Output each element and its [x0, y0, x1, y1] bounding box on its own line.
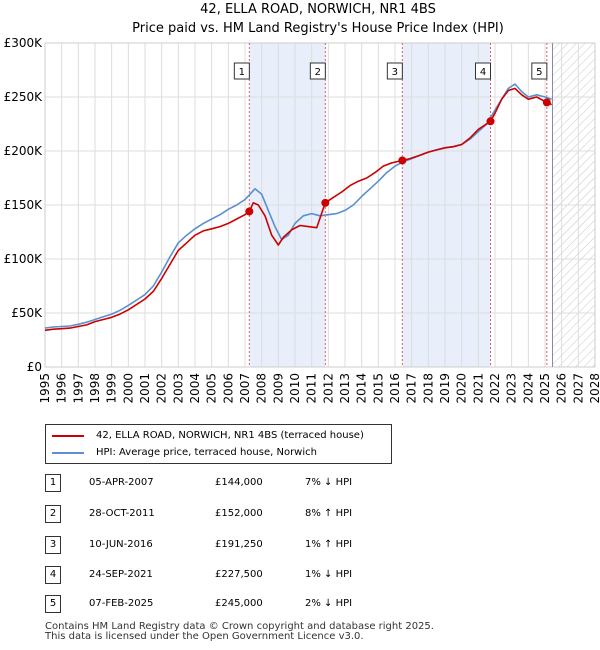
transaction-label: 4	[480, 67, 486, 78]
x-tick-label: 1996	[55, 373, 69, 404]
transaction-number: 5	[45, 595, 61, 613]
x-tick-label: 2000	[121, 373, 135, 404]
x-tick-label: 2018	[421, 373, 435, 404]
transaction-point	[245, 207, 254, 216]
x-tick-label: 1999	[105, 373, 119, 404]
x-tick-label: 2020	[455, 373, 469, 404]
x-tick-label: 2004	[188, 373, 202, 404]
x-tick-label: 2022	[488, 373, 502, 404]
x-tick-label: 2023	[505, 373, 519, 404]
chart-legend: 42, ELLA ROAD, NORWICH, NR1 4BS (terrace…	[45, 424, 392, 464]
x-tick-label: 2026	[555, 373, 569, 404]
transaction-number: 3	[45, 536, 61, 554]
transaction-label-box	[475, 62, 491, 80]
legend-swatch-hpi	[52, 452, 84, 454]
transaction-date: 28-OCT-2011	[89, 508, 155, 519]
legend-label-hpi: HPI: Average price, terraced house, Norw…	[96, 447, 317, 458]
x-tick-label: 2028	[588, 373, 600, 404]
transaction-number: 1	[45, 474, 61, 492]
transaction-price: £245,000	[215, 598, 263, 609]
plot-frame	[44, 42, 596, 368]
transaction-price: £144,000	[215, 477, 263, 488]
transaction-hpi-diff: 1% ↓ HPI	[305, 569, 353, 580]
x-tick-label: 2003	[171, 373, 185, 404]
x-tick-label: 2025	[538, 373, 552, 404]
transaction-price: £227,500	[215, 569, 263, 580]
price-chart: 42, ELLA ROAD, NORWICH, NR1 4BS Price pa…	[4, 2, 600, 404]
series-line-property	[44, 87, 553, 332]
x-tick-label: 2015	[371, 373, 385, 404]
x-tick-label: 1998	[88, 373, 102, 404]
y-tick-label: £0	[27, 360, 42, 374]
transaction-label-box	[233, 62, 250, 80]
transaction-date: 24-SEP-2021	[89, 569, 153, 580]
y-tick-label: £50K	[11, 306, 43, 320]
x-tick-label: 2012	[321, 373, 335, 404]
x-tick-label: 2019	[438, 373, 452, 404]
series-line-hpi	[44, 83, 552, 329]
y-tick-label: £300K	[4, 36, 44, 50]
transaction-hpi-diff: 2% ↓ HPI	[305, 598, 353, 609]
y-tick-label: £250K	[4, 90, 44, 104]
transaction-price: £191,250	[215, 539, 263, 550]
transaction-point	[486, 117, 495, 126]
x-tick-label: 2008	[255, 373, 269, 404]
x-tick-label: 2017	[405, 373, 419, 404]
x-tick-label: 1997	[71, 373, 85, 404]
x-tick-label: 2027	[571, 373, 585, 404]
chart-subtitle: Price paid vs. HM Land Registry's House …	[132, 21, 504, 36]
transaction-label: 3	[392, 67, 398, 78]
transaction-point	[321, 198, 330, 207]
legend-label-property: 42, ELLA ROAD, NORWICH, NR1 4BS (terrace…	[96, 430, 364, 441]
transaction-point	[542, 98, 551, 107]
transaction-label: 1	[239, 67, 245, 78]
transaction-date: 07-FEB-2025	[89, 598, 154, 609]
transaction-price: £152,000	[215, 508, 263, 519]
x-tick-label: 2001	[138, 373, 152, 404]
transaction-label-box	[386, 62, 403, 80]
x-tick-label: 2009	[271, 373, 285, 404]
transaction-label-box	[309, 62, 326, 80]
transaction-label: 2	[315, 67, 321, 78]
x-tick-label: 2002	[155, 373, 169, 404]
footer-licence: This data is licensed under the Open Gov…	[45, 631, 364, 642]
transaction-number: 4	[45, 566, 61, 584]
transaction-hpi-diff: 1% ↑ HPI	[305, 539, 353, 550]
x-tick-label: 2010	[288, 373, 302, 404]
y-tick-label: £200K	[4, 144, 44, 158]
x-tick-label: 2021	[471, 373, 485, 404]
x-tick-label: 2013	[338, 373, 352, 404]
legend-swatch-property	[52, 435, 84, 437]
transaction-label: 5	[536, 67, 542, 78]
x-tick-label: 2024	[521, 373, 535, 404]
transaction-number: 2	[45, 505, 61, 523]
transaction-date: 05-APR-2007	[89, 477, 154, 488]
transaction-point	[398, 156, 407, 165]
y-tick-label: £100K	[4, 252, 44, 266]
x-tick-label: 2005	[205, 373, 219, 404]
y-tick-label: £150K	[4, 198, 44, 212]
transaction-label-box	[531, 62, 548, 80]
transaction-hpi-diff: 8% ↑ HPI	[305, 508, 353, 519]
transaction-date: 10-JUN-2016	[89, 539, 153, 550]
x-tick-label: 2011	[305, 373, 319, 404]
x-tick-label: 1995	[38, 373, 52, 404]
x-tick-label: 2016	[388, 373, 402, 404]
chart-title: 42, ELLA ROAD, NORWICH, NR1 4BS	[200, 2, 436, 17]
footer-copyright: Contains HM Land Registry data © Crown c…	[45, 621, 434, 632]
x-tick-label: 2006	[221, 373, 235, 404]
x-tick-label: 2007	[238, 373, 252, 404]
x-tick-label: 2014	[355, 373, 369, 404]
transaction-hpi-diff: 7% ↓ HPI	[305, 477, 353, 488]
